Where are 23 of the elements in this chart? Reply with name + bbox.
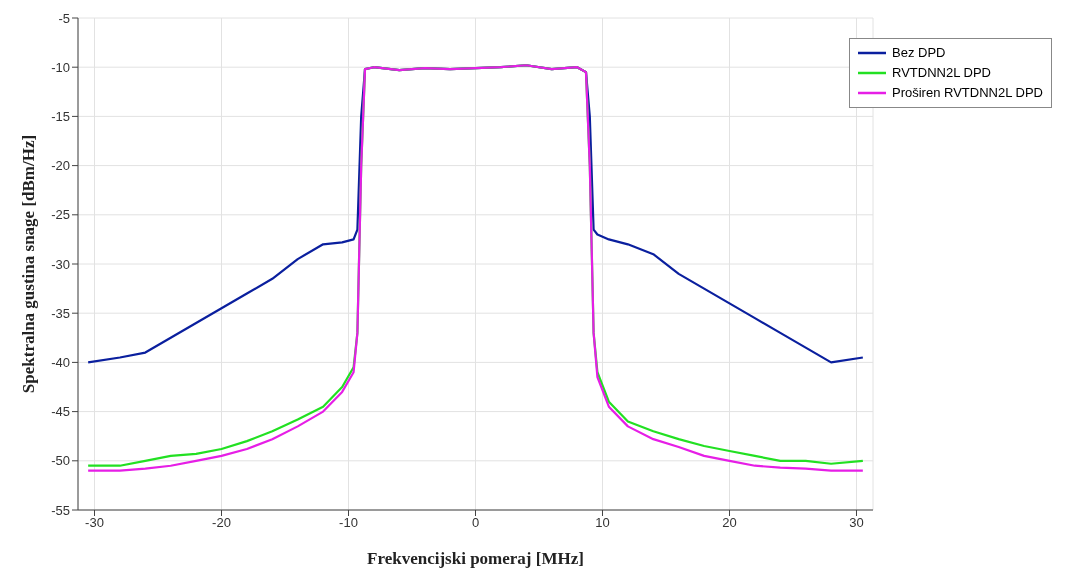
legend-label: Proširen RVTDNN2L DPD [892,84,1043,102]
y-tick-label: -40 [51,355,70,371]
x-tick-label: -30 [85,515,104,531]
legend-label: Bez DPD [892,44,946,62]
legend-label: RVTDNN2L DPD [892,64,991,82]
y-tick-label: -35 [51,305,70,321]
y-axis-title: Spektralna gustina snage [dBm/Hz] [19,134,39,394]
x-tick-label: 10 [595,515,610,531]
x-axis-title: Frekvencijski pomeraj [MHz] [367,549,584,569]
x-tick-label: -10 [339,515,358,531]
y-tick-label: -15 [51,109,70,125]
y-tick-label: -20 [51,158,70,174]
y-tick-label: -25 [51,207,70,223]
y-tick-label: -10 [51,59,70,75]
x-tick-label: -20 [212,515,231,531]
y-tick-label: -50 [51,453,70,469]
x-tick-label: 0 [471,515,480,531]
y-tick-label: -45 [51,404,70,420]
y-tick-label: -5 [58,10,70,26]
y-tick-label: -30 [51,256,70,272]
y-tick-label: -55 [51,502,70,518]
x-tick-label: 30 [849,515,864,531]
x-tick-label: 20 [722,515,737,531]
